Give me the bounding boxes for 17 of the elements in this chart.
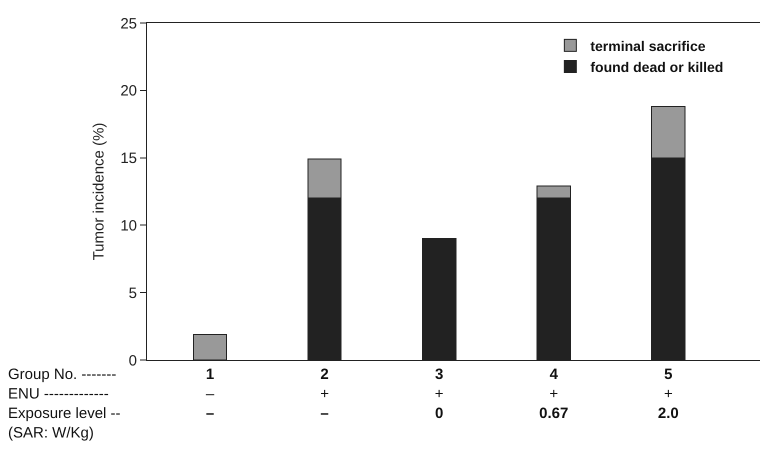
y-tick-label: 15 <box>120 150 137 168</box>
y-tick-label: 5 <box>128 284 137 302</box>
y-tick-label: 20 <box>120 82 137 100</box>
x-tick-label: 3 + 0 <box>434 366 444 422</box>
text: Exposure level -- (SAR: W/Kg) <box>8 405 121 442</box>
x-tick-label: 4 + 0.67 <box>539 366 568 422</box>
x-tick-label: 1 – – <box>206 366 215 422</box>
legend-label: found dead or killed <box>590 59 724 75</box>
x-tick-label: 5 + 2.0 <box>658 366 679 422</box>
y-tick-label: 0 <box>128 352 137 370</box>
y-axis-title: Tumor incidence (%) <box>90 122 108 260</box>
text: Group No. ------- <box>8 366 116 383</box>
text: ENU ------------- <box>8 386 109 402</box>
legend-label: terminal sacrifice <box>590 38 706 54</box>
y-tick-label: 10 <box>120 217 137 234</box>
x-tick-label: 2 + – <box>320 366 330 422</box>
y-tick-label: 25 <box>120 15 137 32</box>
